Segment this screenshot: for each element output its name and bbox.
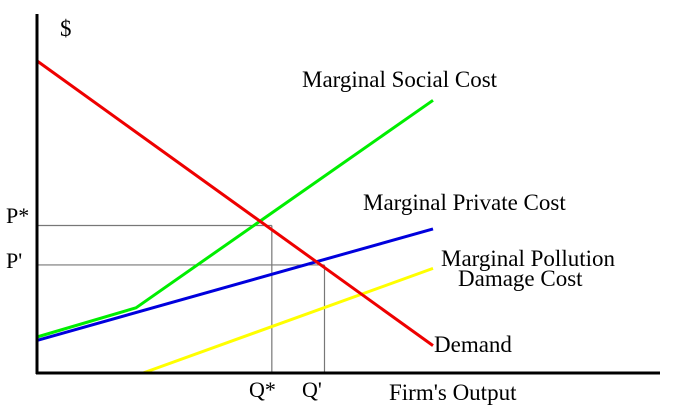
- x-tick-label-q-prime: Q': [302, 377, 322, 402]
- series-label-line-1: Marginal Pollution: [441, 246, 615, 271]
- y-tick-label-p-star: P*: [6, 203, 29, 228]
- series-label-marginal-private-cost: Marginal Private Cost: [363, 190, 566, 215]
- series-line-demand: [36, 59, 434, 347]
- series-lines: [36, 59, 434, 375]
- series-line-marginal-private-cost: [36, 227, 434, 342]
- y-tick-label-p-prime: P': [6, 248, 22, 273]
- series-label-marginal-pollution-damage-cost: Marginal Pollution Damage Cost: [441, 246, 621, 291]
- series-line-marginal-pollution-damage-cost: [142, 266, 434, 375]
- x-axis-label: Firm's Output: [389, 380, 517, 405]
- y-axis-label: $: [60, 16, 72, 41]
- series-label-line-2: Damage Cost: [458, 266, 583, 291]
- guide-lines: [37, 224, 326, 373]
- series-label-demand: Demand: [434, 332, 512, 357]
- series-label-marginal-social-cost: Marginal Social Cost: [302, 67, 498, 92]
- x-tick-label-q-star: Q*: [249, 377, 276, 402]
- series-line-marginal-social-cost: [36, 99, 434, 339]
